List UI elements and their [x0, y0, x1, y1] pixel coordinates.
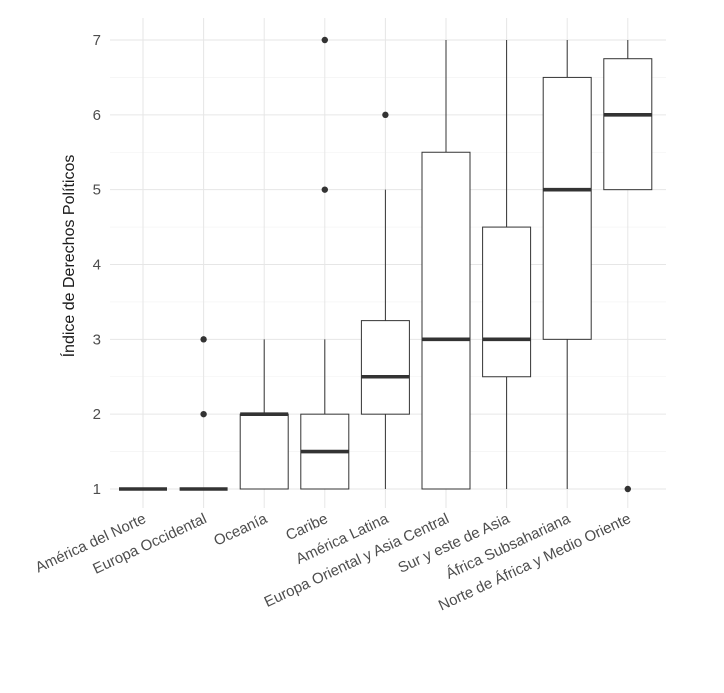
outlier-point [321, 186, 328, 193]
box-body [421, 151, 471, 490]
boxes [119, 36, 653, 493]
box-body [603, 58, 653, 191]
box-8 [542, 40, 592, 489]
box-4 [300, 36, 350, 490]
y-tick-label: 6 [93, 107, 101, 124]
box-body [239, 413, 289, 490]
y-tick-label: 3 [93, 331, 101, 348]
y-tick-label: 7 [93, 32, 101, 49]
y-axis-ticks: 1 2 3 4 5 6 7 [93, 32, 101, 498]
box-body [542, 76, 592, 340]
box-9 [603, 40, 653, 493]
outlier-point [321, 36, 328, 44]
outlier-point [382, 111, 389, 119]
y-axis-label: Índice de Derechos Políticos [59, 155, 78, 358]
y-tick-label: 4 [93, 257, 101, 274]
y-tick-label: 5 [93, 182, 101, 199]
box-5 [360, 111, 410, 489]
box-6 [421, 40, 471, 490]
box-3 [239, 339, 289, 490]
outlier-point [200, 410, 207, 418]
box-body [482, 226, 532, 378]
outlier-point [624, 485, 631, 493]
box-2 [179, 336, 228, 491]
outlier-point [200, 336, 207, 343]
y-tick-label: 1 [93, 481, 101, 498]
x-tick-label: Oceanía [211, 510, 270, 550]
box-7 [482, 40, 532, 489]
box-body [360, 320, 410, 415]
y-tick-label: 2 [93, 406, 101, 423]
